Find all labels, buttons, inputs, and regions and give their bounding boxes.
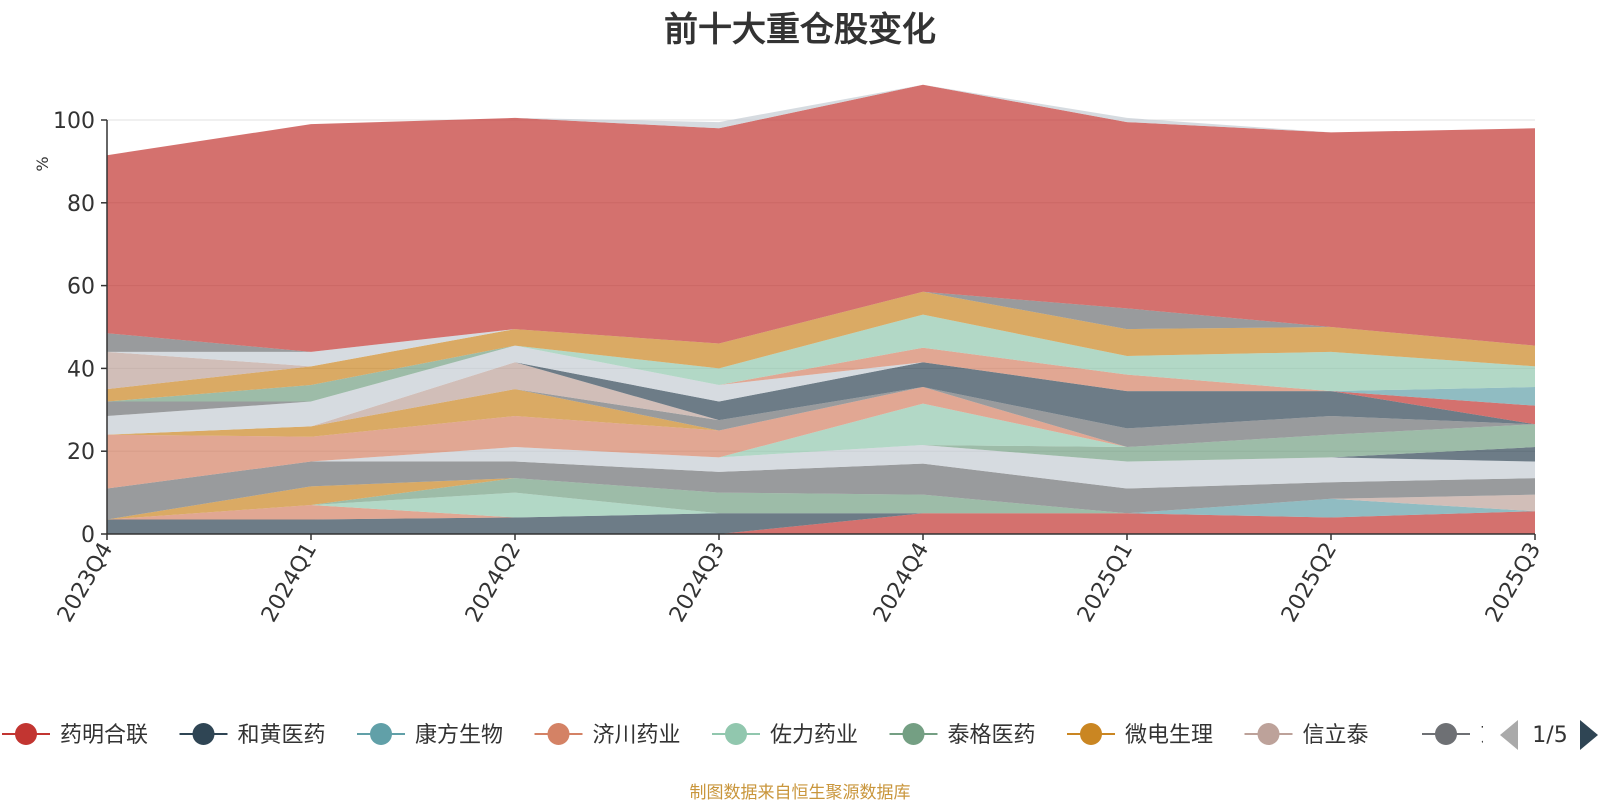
- area-series-28: [107, 291, 1535, 367]
- area-series-29: [107, 291, 1535, 352]
- y-tick-label: 60: [67, 275, 95, 300]
- y-tick-label: 0: [81, 523, 95, 548]
- stacked-areas: [107, 84, 1535, 534]
- y-tick-label: 80: [67, 192, 95, 217]
- legend-label: 和黄医药: [238, 723, 326, 748]
- legend-marker: [15, 723, 37, 745]
- area-series-20: [107, 345, 1535, 425]
- chart-title: 前十大重仓股变化: [664, 10, 936, 50]
- x-tick-label: 2024Q3: [665, 539, 730, 627]
- x-tick-label: 2025Q1: [1073, 539, 1138, 627]
- area-series-3: [107, 498, 1535, 520]
- legend-label: 东阳光药: [1480, 723, 1568, 748]
- legend-label: 佐力药业: [770, 723, 858, 748]
- legend-item[interactable]: 东阳光药: [1422, 723, 1568, 748]
- area-series-25: [107, 314, 1535, 402]
- legend-item[interactable]: 信立泰: [1244, 723, 1369, 748]
- legend-label: 微电生理: [1125, 723, 1213, 748]
- y-tick-label: 40: [67, 357, 95, 382]
- legend-marker: [1257, 723, 1280, 745]
- legend-item[interactable]: 康方生物: [357, 723, 503, 748]
- legend-marker: [192, 723, 215, 745]
- area-series-15: [107, 387, 1535, 448]
- area-series-14: [107, 387, 1535, 489]
- area-series-6: [107, 478, 1535, 520]
- legend-marker: [1080, 723, 1102, 745]
- legend-item[interactable]: 微电生理: [1067, 723, 1213, 748]
- area-series-30: [107, 84, 1535, 352]
- source-note: 制图数据来自恒生聚源数据库: [689, 783, 911, 803]
- legend-page-indicator: 1/5: [1532, 723, 1567, 748]
- y-axis-label: %: [33, 156, 52, 171]
- x-tick-label: 2025Q3: [1481, 539, 1546, 627]
- area-series-9: [107, 461, 1535, 520]
- legend-items: 药明合联 和黄医药 康方生物 济川药业 佐力药业 泰格医药 微电生理 信立泰 东阳光药: [2, 723, 1568, 748]
- area-series-16: [107, 387, 1535, 448]
- area-series-23: [107, 314, 1535, 417]
- legend-item[interactable]: 泰格医药: [889, 723, 1036, 748]
- legend-label: 药明合联: [60, 723, 148, 748]
- legend-label: 康方生物: [415, 723, 503, 748]
- legend-label: 泰格医药: [948, 723, 1036, 748]
- legend-marker: [902, 723, 925, 745]
- area-series-19: [107, 345, 1535, 435]
- x-tick-label: 2025Q2: [1277, 539, 1342, 627]
- legend-marker: [547, 723, 570, 745]
- legend-item[interactable]: 济川药业: [534, 723, 681, 748]
- x-tick-label: 2024Q2: [461, 539, 526, 627]
- area-series-26: [107, 291, 1535, 402]
- area-series-5: [107, 492, 1535, 520]
- legend-prev-icon[interactable]: [1500, 720, 1518, 750]
- legend-label: 信立泰: [1303, 723, 1369, 748]
- area-series-12: [107, 424, 1535, 489]
- legend-label: 济川药业: [593, 723, 681, 748]
- area-series-17: [107, 362, 1535, 435]
- area-series-2: [107, 511, 1535, 534]
- legend-marker: [1435, 723, 1457, 745]
- legend-marker: [725, 723, 747, 745]
- area-series-10: [107, 444, 1535, 489]
- legend-marker: [370, 723, 392, 745]
- area-series-13: [107, 403, 1535, 489]
- x-tick-label: 2024Q4: [869, 539, 934, 627]
- area-series-4: [107, 498, 1535, 520]
- x-tick-label: 2024Q1: [257, 539, 322, 627]
- y-tick-label: 100: [53, 109, 95, 134]
- area-series-1: [107, 511, 1535, 534]
- y-tick-label: 20: [67, 440, 95, 465]
- legend-item[interactable]: 和黄医药: [179, 723, 326, 748]
- x-tick-label: 2023Q4: [53, 539, 118, 627]
- area-series-18: [107, 362, 1535, 435]
- legend-item[interactable]: 药明合联: [2, 723, 148, 748]
- legend-item[interactable]: 佐力药业: [712, 723, 858, 748]
- legend-next-icon[interactable]: [1580, 720, 1598, 750]
